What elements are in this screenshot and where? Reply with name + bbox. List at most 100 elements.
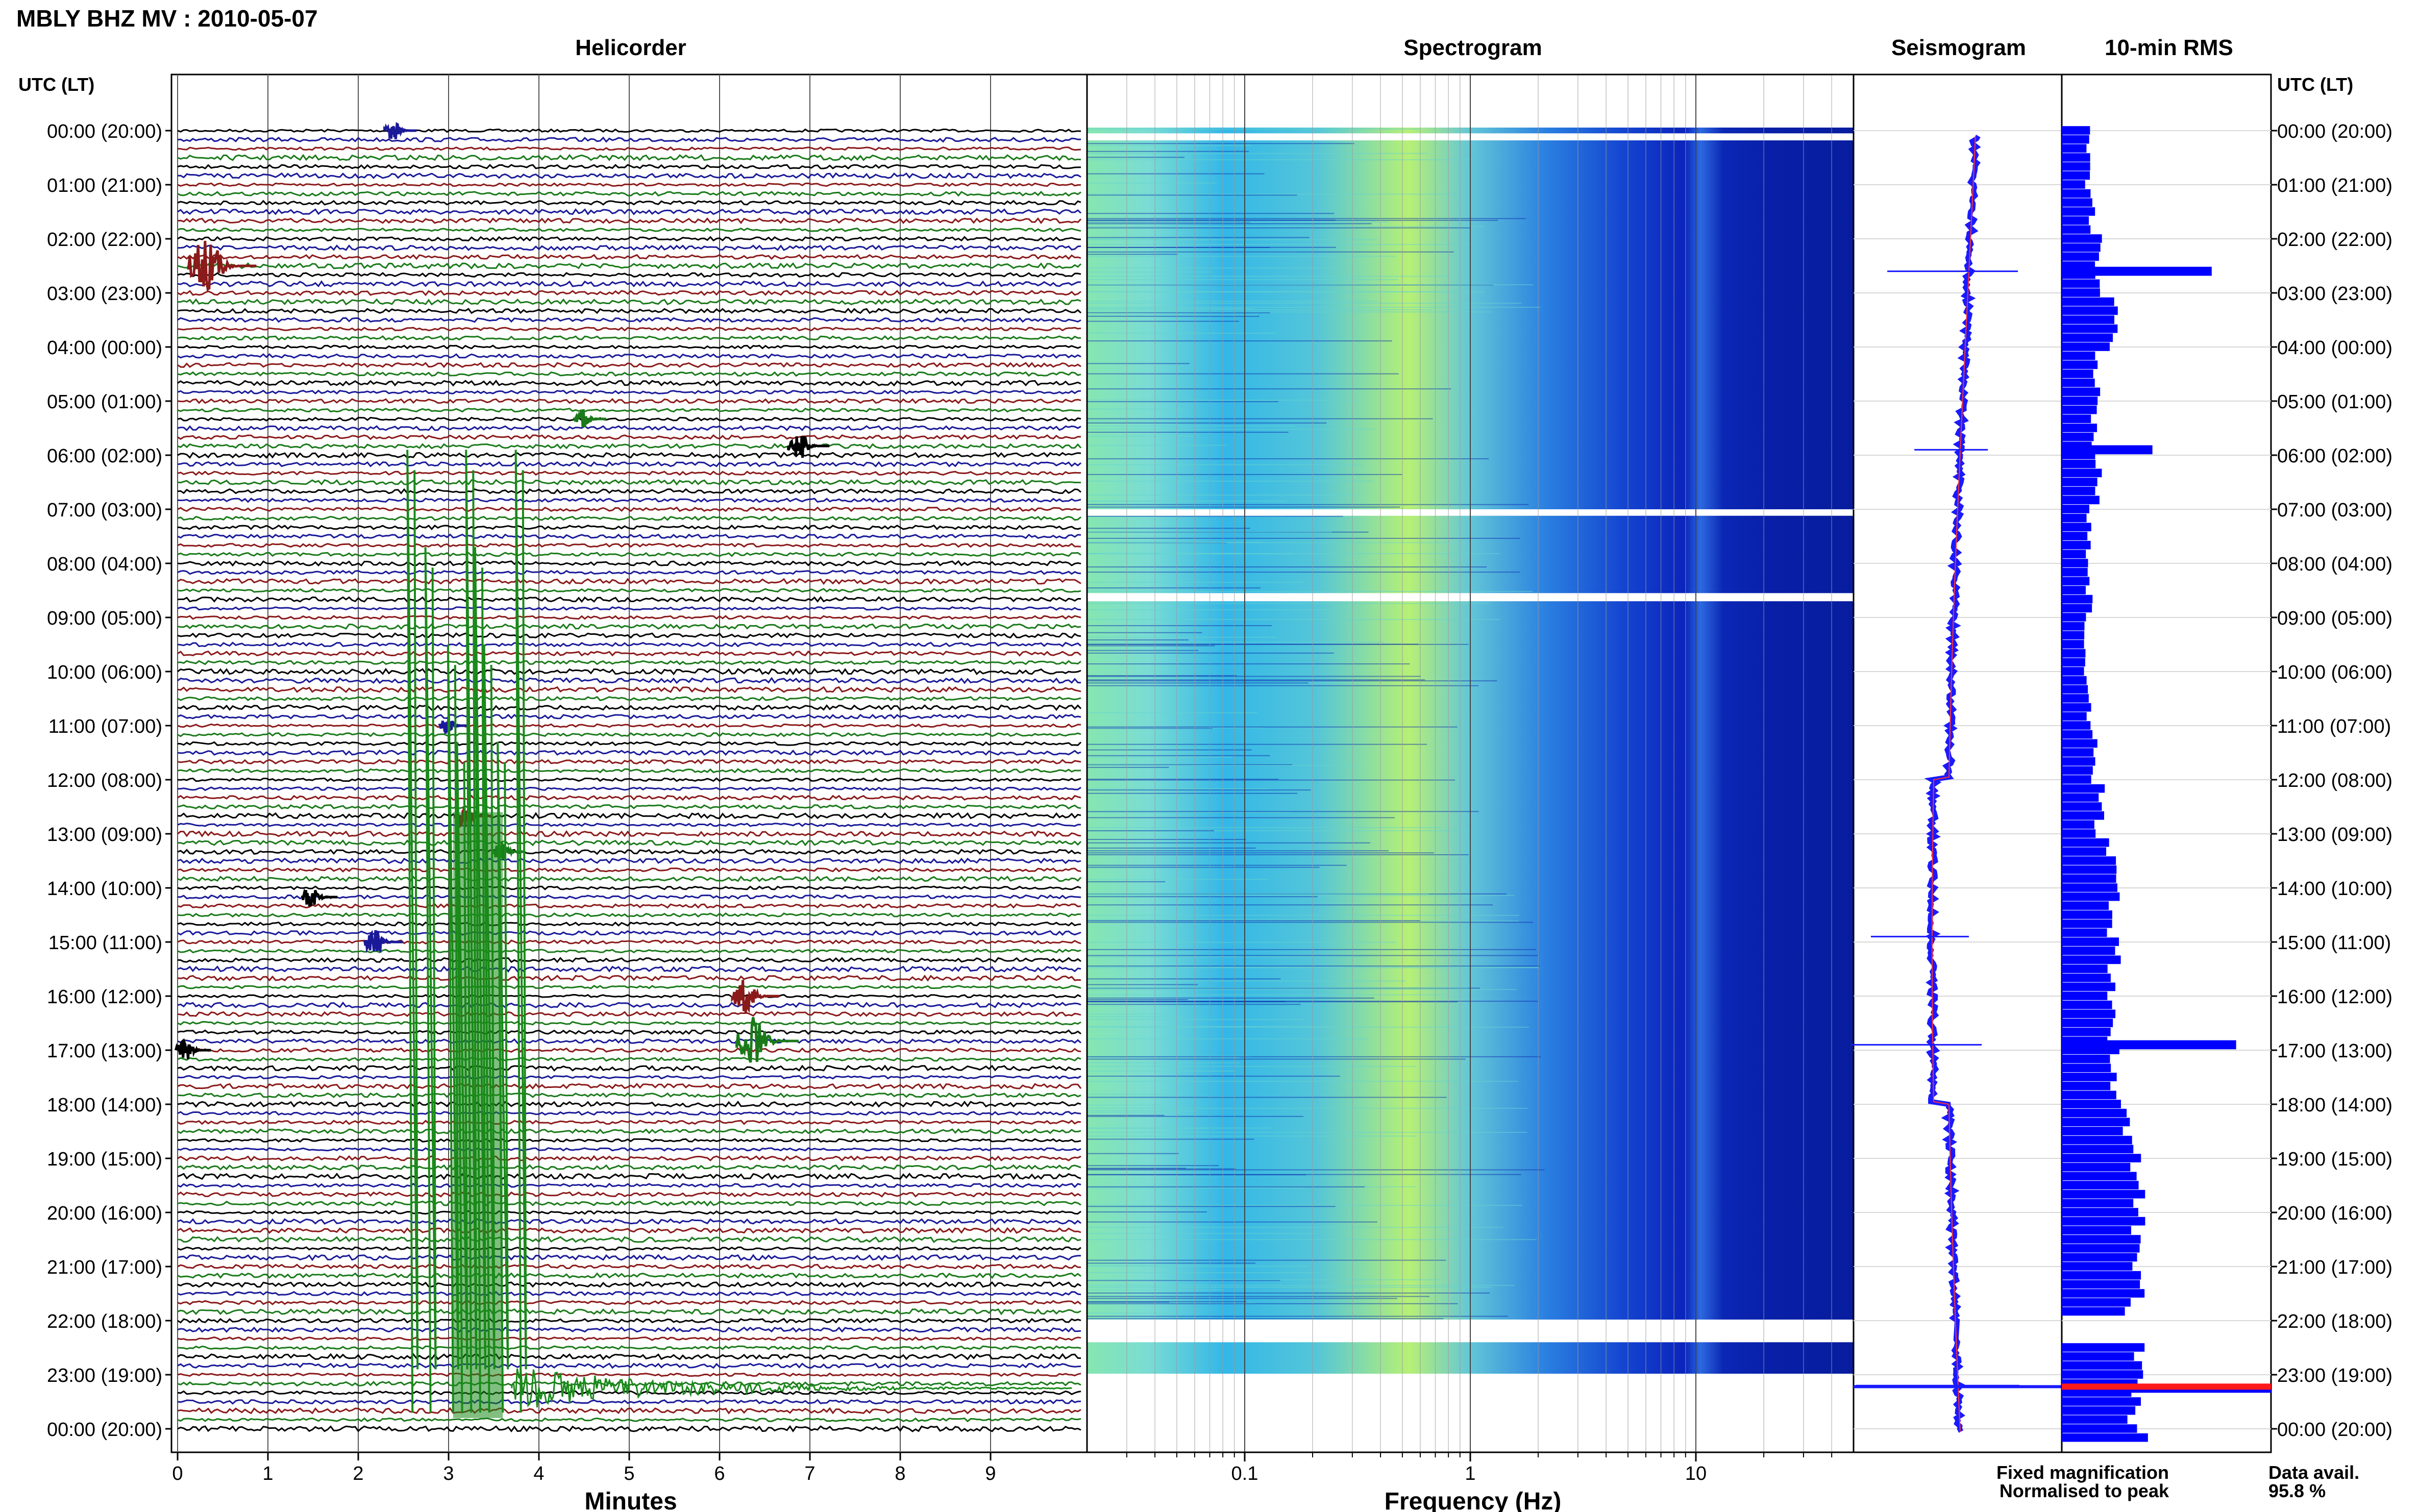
helicorder-trace	[177, 1100, 1081, 1108]
rms-bar	[2062, 676, 2087, 685]
rms-bar	[2062, 153, 2090, 162]
rms-panel	[2061, 73, 2272, 1453]
rms-bar	[2062, 1073, 2117, 1081]
rms-bar	[2062, 216, 2089, 225]
rms-bar	[2062, 820, 2094, 829]
helicorder-trace	[177, 930, 1081, 936]
rms-bar	[2062, 567, 2088, 577]
rms-title: 10-min RMS	[2105, 35, 2233, 60]
spectrogram-stripe	[1087, 1097, 1447, 1098]
spectrogram-stripe	[1087, 1107, 1528, 1109]
spectrogram-stripe	[1087, 1016, 1181, 1018]
helicorder-trace	[177, 606, 1081, 611]
hour-label-right: 04:00 (00:00)	[2277, 337, 2392, 359]
helicorder-trace	[177, 389, 1081, 395]
helicorder-trace	[177, 262, 1082, 270]
spectrogram-stripe	[1087, 650, 1199, 651]
helicorder-trace	[177, 1164, 1081, 1171]
spectrogram-stripe	[1087, 980, 1406, 982]
helicorder-burst-spike	[424, 547, 437, 1413]
rms-bar	[2062, 324, 2118, 333]
spectrogram-stripe	[1087, 663, 1410, 665]
rms-bar	[2062, 901, 2109, 910]
helicorder-trace	[177, 713, 1081, 720]
rms-bar	[2062, 360, 2098, 369]
rms-bar	[2062, 1118, 2130, 1127]
spectrogram-stripe	[1087, 542, 1453, 543]
rms-bar	[2062, 613, 2086, 622]
spectrogram-stripe	[1087, 1280, 1280, 1281]
rms-bar	[2062, 865, 2117, 874]
helicorder-trace	[177, 1336, 1081, 1341]
spectrogram-stripe	[1087, 1168, 1186, 1169]
spectrogram-stripe	[1087, 756, 1233, 758]
spectrogram-stripe	[1087, 1286, 1492, 1288]
rms-bar	[2062, 703, 2091, 712]
helicorder-trace	[177, 875, 1082, 882]
rms-bar	[2062, 180, 2085, 189]
hour-label-left: 10:00 (06:00)	[47, 662, 162, 683]
hour-label-left: 03:00 (23:00)	[47, 283, 162, 305]
helicorder-trace	[177, 128, 1081, 133]
rms-bar	[2062, 1217, 2145, 1226]
minute-tick-label: 0	[172, 1463, 183, 1484]
helicorder-trace	[177, 1407, 1081, 1415]
helicorder-event	[735, 1017, 799, 1063]
rms-bar	[2062, 739, 2097, 748]
rms-bar	[2062, 1298, 2131, 1307]
rms-spike-bar	[2062, 1040, 2236, 1050]
rms-bar	[2062, 1343, 2145, 1352]
spectrogram-stripe	[1087, 1259, 1446, 1261]
helicorder-trace	[177, 1246, 1081, 1251]
spectrogram-stripe	[1087, 504, 1529, 505]
helicorder-trace	[177, 425, 1081, 432]
helicorder-trace	[177, 677, 1081, 684]
hour-label-right: 01:00 (21:00)	[2277, 175, 2392, 196]
helicorder-event	[301, 888, 338, 907]
spectrogram-stripe	[1087, 373, 1399, 375]
rms-bar	[2062, 459, 2096, 468]
rms-bar	[2062, 559, 2088, 567]
helicorder-trace	[177, 154, 1081, 162]
minute-tick-label: 5	[624, 1463, 634, 1484]
spectrogram-stripe	[1087, 1187, 1305, 1189]
rms-bar	[2062, 847, 2107, 856]
hour-label-right: 03:00 (23:00)	[2277, 283, 2392, 305]
helicorder-trace	[177, 912, 1081, 918]
spectrogram-stripe	[1087, 1174, 1306, 1176]
helicorder-trace	[177, 822, 1081, 827]
spectrogram-stripe	[1087, 789, 1311, 791]
helicorder-trace	[177, 1064, 1081, 1072]
rms-bar	[2062, 532, 2088, 540]
spectrogram-stripe	[1087, 680, 1497, 682]
spectrogram-stripe	[1087, 553, 1292, 555]
rms-bar	[2062, 793, 2099, 802]
hour-label-left: 18:00 (14:00)	[47, 1095, 162, 1116]
spectrogram-stripe	[1087, 827, 1441, 828]
helicorder-burst-spike	[514, 450, 527, 1413]
rms-spike-bar	[2062, 445, 2153, 455]
spectrogram-stripe	[1087, 1169, 1545, 1171]
helicorder-trace	[177, 1110, 1081, 1116]
rms-bar	[2062, 1352, 2134, 1361]
helicorder-trace	[177, 434, 1081, 440]
rms-bar	[2062, 1135, 2132, 1145]
rms-bar	[2062, 432, 2094, 441]
spectrogram-stripe	[1087, 766, 1169, 768]
helicorder-trace	[177, 1308, 1081, 1316]
rms-bar	[2062, 784, 2105, 793]
spectrogram-stripe	[1087, 864, 1347, 866]
spectrogram-stripe	[1087, 1312, 1175, 1314]
rms-bar	[2062, 1271, 2141, 1280]
rms-bar	[2062, 919, 2112, 928]
spectrogram-stripe	[1087, 284, 1534, 286]
spectrogram-stripe	[1087, 1153, 1179, 1154]
rms-bar	[2062, 207, 2095, 216]
helicorder-trace	[177, 533, 1081, 539]
spectrogram-stripe	[1087, 1292, 1490, 1294]
rms-bar	[2062, 1424, 2137, 1433]
spectrogram-stripe	[1087, 625, 1272, 627]
minute-tick-label: 2	[353, 1463, 363, 1484]
figure-title: MBLY BHZ MV : 2010-05-07	[16, 5, 318, 32]
spectrogram-stripe	[1087, 312, 1270, 313]
